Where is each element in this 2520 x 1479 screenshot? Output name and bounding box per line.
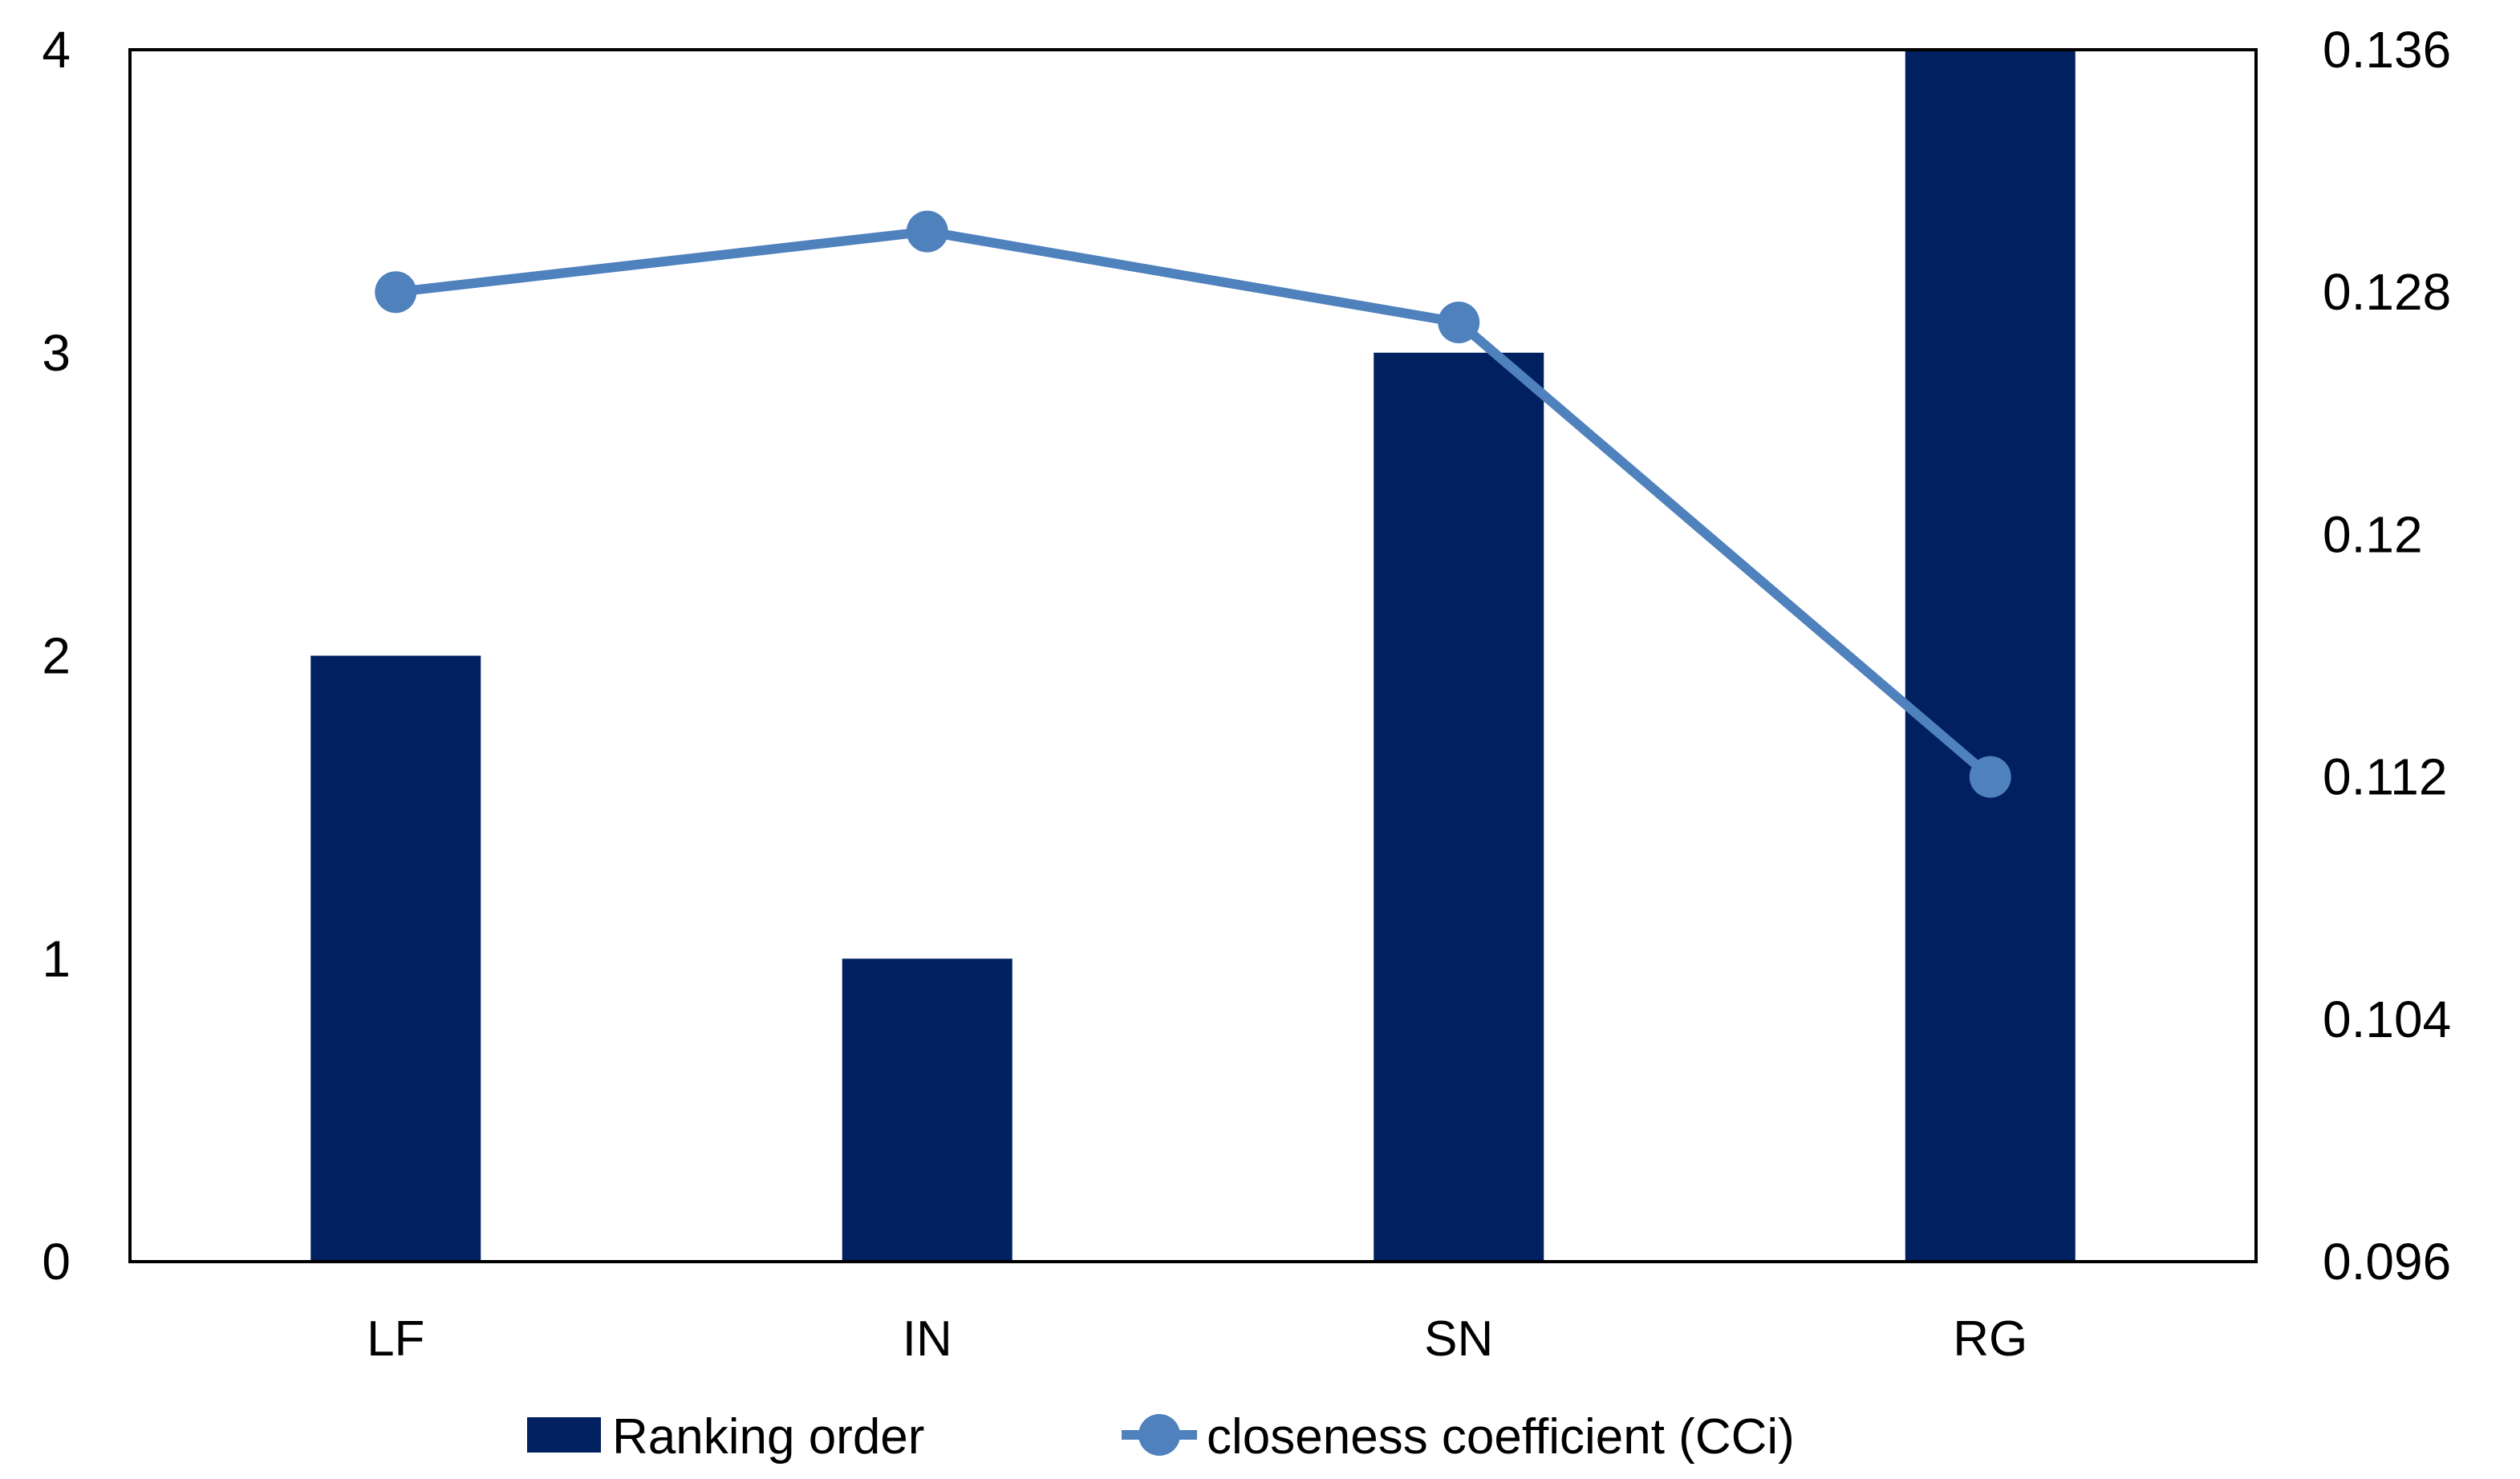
x-axis-label-SN: SN bbox=[1424, 1311, 1493, 1367]
line-point-RG bbox=[1969, 756, 2011, 798]
line-point-IN bbox=[906, 210, 948, 253]
right-y-axis: 0.096 0.104 0.112 0.12 0.128 0.136 bbox=[2323, 21, 2451, 1291]
left-axis-tick-0: 0 bbox=[42, 1233, 71, 1291]
x-axis: LF IN SN RG bbox=[367, 1311, 2027, 1367]
line-point-LF bbox=[375, 271, 417, 314]
left-axis-tick-1: 1 bbox=[42, 930, 71, 987]
legend: Ranking order closeness coefficient (CCi… bbox=[527, 1409, 1795, 1465]
bar-SN bbox=[1374, 352, 1544, 1262]
right-axis-tick-0.104: 0.104 bbox=[2323, 991, 2451, 1048]
right-axis-tick-0.136: 0.136 bbox=[2323, 21, 2451, 79]
legend-label-ranking-order: Ranking order bbox=[612, 1409, 924, 1465]
legend-label-closeness-coefficient: closeness coefficient (CCi) bbox=[1207, 1409, 1795, 1465]
bar-series-layer bbox=[310, 50, 2076, 1262]
left-axis-tick-2: 2 bbox=[42, 627, 71, 685]
line-point-SN bbox=[1438, 301, 1480, 343]
plot-border bbox=[128, 48, 2258, 1263]
left-axis-tick-3: 3 bbox=[42, 324, 71, 382]
line-series-path bbox=[391, 226, 1995, 782]
x-axis-label-LF: LF bbox=[367, 1311, 424, 1367]
right-axis-tick-0.128: 0.128 bbox=[2323, 263, 2451, 321]
right-axis-tick-0.112: 0.112 bbox=[2323, 748, 2447, 806]
right-axis-tick-0.096: 0.096 bbox=[2323, 1233, 2451, 1291]
bar-LF bbox=[310, 655, 481, 1262]
left-axis-tick-4: 4 bbox=[42, 21, 71, 79]
x-axis-label-IN: IN bbox=[903, 1311, 952, 1367]
bar-RG bbox=[1905, 50, 2076, 1262]
bar-IN bbox=[842, 958, 1012, 1262]
x-axis-label-RG: RG bbox=[1953, 1311, 2027, 1367]
left-y-axis: 0 1 2 3 4 bbox=[42, 21, 71, 1291]
line-series-layer bbox=[375, 210, 2011, 798]
legend-bar-swatch bbox=[527, 1417, 601, 1453]
right-axis-tick-0.12: 0.12 bbox=[2323, 505, 2423, 563]
legend-line-marker-point bbox=[1138, 1414, 1180, 1456]
